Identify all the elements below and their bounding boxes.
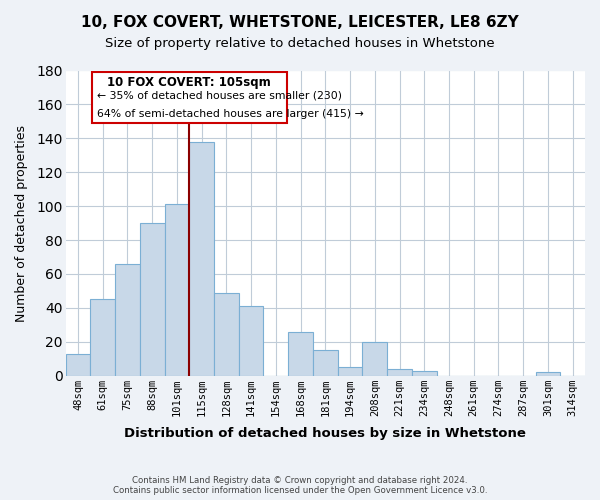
- Bar: [164, 204, 189, 376]
- Text: 64% of semi-detached houses are larger (415) →: 64% of semi-detached houses are larger (…: [97, 110, 363, 120]
- Bar: [313, 350, 338, 376]
- Bar: [214, 292, 239, 376]
- Bar: [140, 223, 164, 376]
- X-axis label: Distribution of detached houses by size in Whetstone: Distribution of detached houses by size …: [124, 427, 526, 440]
- Bar: [288, 332, 313, 376]
- Text: Size of property relative to detached houses in Whetstone: Size of property relative to detached ho…: [105, 38, 495, 51]
- FancyBboxPatch shape: [92, 72, 287, 123]
- Bar: [91, 300, 115, 376]
- Text: 10 FOX COVERT: 105sqm: 10 FOX COVERT: 105sqm: [107, 76, 271, 88]
- Bar: [387, 369, 412, 376]
- Text: 10, FOX COVERT, WHETSTONE, LEICESTER, LE8 6ZY: 10, FOX COVERT, WHETSTONE, LEICESTER, LE…: [81, 15, 519, 30]
- Bar: [239, 306, 263, 376]
- Bar: [412, 370, 437, 376]
- Bar: [115, 264, 140, 376]
- Bar: [189, 142, 214, 376]
- Bar: [536, 372, 560, 376]
- Bar: [362, 342, 387, 376]
- Y-axis label: Number of detached properties: Number of detached properties: [15, 124, 28, 322]
- Text: Contains HM Land Registry data © Crown copyright and database right 2024.
Contai: Contains HM Land Registry data © Crown c…: [113, 476, 487, 495]
- Bar: [65, 354, 91, 376]
- Bar: [338, 367, 362, 376]
- Text: ← 35% of detached houses are smaller (230): ← 35% of detached houses are smaller (23…: [97, 91, 341, 101]
